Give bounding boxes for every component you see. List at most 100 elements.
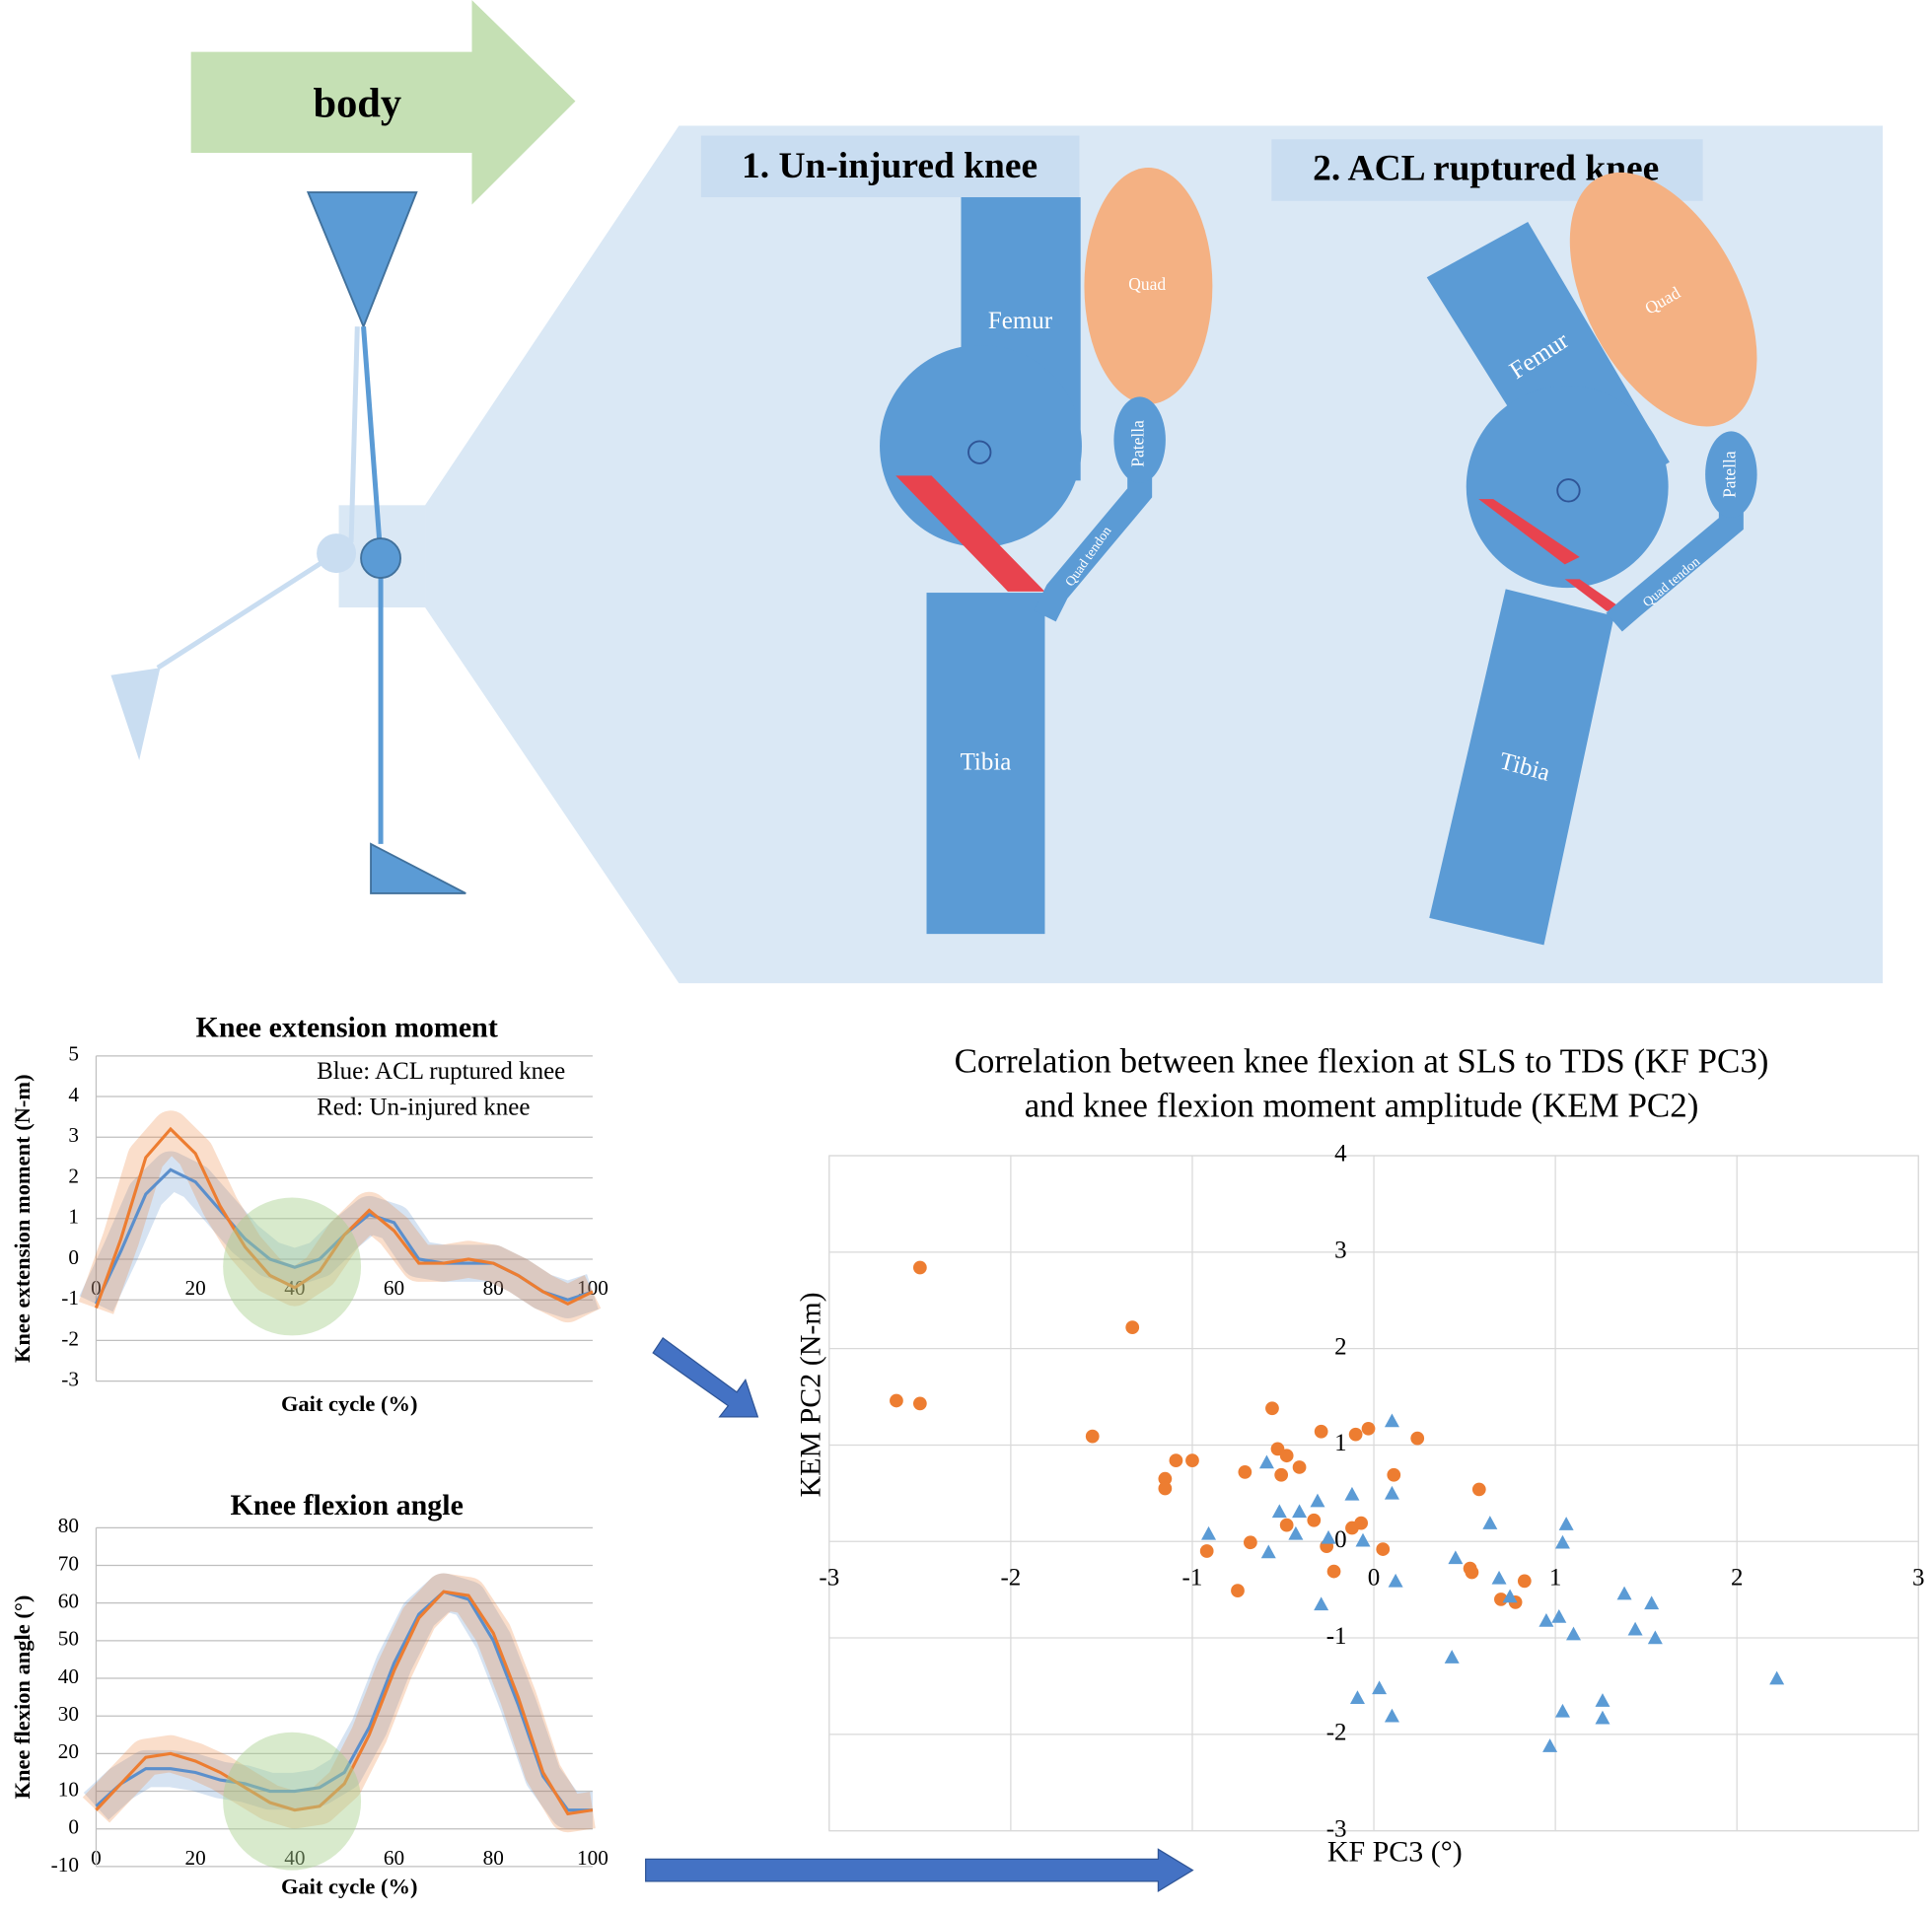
- highlight: [223, 1732, 362, 1871]
- point: [1644, 1595, 1660, 1610]
- y-tick-label: -1: [1326, 1623, 1347, 1650]
- arrow: [645, 1848, 1194, 1893]
- y-tick-label: -3: [61, 1368, 79, 1391]
- point: [1465, 1565, 1479, 1580]
- point: [1201, 1525, 1217, 1540]
- x-tick-label: -1: [1182, 1565, 1203, 1592]
- point: [1243, 1535, 1257, 1550]
- point: [1158, 1481, 1173, 1496]
- x-tick-label: 80: [483, 1846, 504, 1870]
- y-tick-label: 30: [58, 1702, 79, 1726]
- y-tick-label: 1: [68, 1205, 79, 1229]
- y-tick-label: -2: [1326, 1720, 1347, 1746]
- point: [912, 1396, 927, 1411]
- point: [1448, 1550, 1464, 1565]
- label-patella: Patella: [1128, 420, 1148, 467]
- y-tick-label: 3: [1334, 1238, 1346, 1264]
- y-tick-label: -3: [1326, 1815, 1347, 1842]
- chart-title: and knee flexion moment amplitude (KEM P…: [1025, 1087, 1699, 1125]
- point: [1314, 1424, 1328, 1439]
- point: [1554, 1703, 1570, 1718]
- point: [1384, 1485, 1399, 1500]
- x-tick-label: 100: [577, 1846, 608, 1870]
- point: [1199, 1544, 1214, 1558]
- y-tick-label: -1: [61, 1286, 79, 1309]
- point: [1279, 1518, 1294, 1532]
- point: [1627, 1621, 1643, 1636]
- label-femur: Femur: [988, 308, 1053, 334]
- y-tick-label: -10: [51, 1853, 79, 1876]
- point: [1558, 1517, 1574, 1530]
- point: [1494, 1592, 1508, 1606]
- point: [1260, 1544, 1276, 1559]
- y-tick-label: 1: [1334, 1430, 1346, 1456]
- y-tick-label: 10: [58, 1777, 79, 1801]
- point: [1271, 1504, 1287, 1519]
- y-tick-label: 2: [68, 1164, 79, 1187]
- y-axis-label: Knee flexion angle (°): [10, 1595, 35, 1800]
- point: [1410, 1431, 1425, 1446]
- y-axis-label: Knee extension moment (N-m): [10, 1074, 35, 1363]
- point: [1158, 1471, 1173, 1486]
- x-tick-label: 20: [185, 1846, 206, 1870]
- point: [1355, 1532, 1371, 1547]
- x-tick-label: 60: [384, 1846, 404, 1870]
- x-tick-label: 40: [284, 1846, 305, 1870]
- y-tick-label: 80: [58, 1514, 79, 1537]
- point: [1471, 1482, 1486, 1497]
- stick-figure: [110, 191, 466, 894]
- chart-title: Knee extension moment: [196, 1011, 498, 1043]
- point: [1231, 1584, 1245, 1598]
- point: [1169, 1453, 1183, 1467]
- x-tick-label: -3: [819, 1565, 839, 1592]
- y-tick-label: 50: [58, 1627, 79, 1651]
- point: [1554, 1534, 1570, 1549]
- point: [1491, 1570, 1507, 1585]
- label-patella: Patella: [1719, 451, 1739, 498]
- point: [1388, 1573, 1403, 1588]
- point: [1538, 1612, 1554, 1627]
- annotation: Red: Un-injured knee: [317, 1094, 530, 1120]
- point: [1372, 1680, 1388, 1695]
- point: [1326, 1564, 1341, 1579]
- body-label: body: [313, 81, 401, 127]
- point: [1566, 1626, 1582, 1641]
- y-tick-label: 40: [58, 1664, 79, 1688]
- point: [1279, 1449, 1294, 1463]
- point: [1502, 1589, 1518, 1603]
- point: [1542, 1738, 1558, 1752]
- point: [1258, 1454, 1274, 1469]
- x-tick-label: 80: [483, 1276, 504, 1300]
- point: [1517, 1574, 1532, 1589]
- series-line: [95, 1590, 594, 1816]
- point: [1444, 1650, 1460, 1663]
- highlight: [223, 1197, 362, 1336]
- point: [1595, 1710, 1610, 1725]
- point: [1647, 1630, 1663, 1645]
- y-tick-label: -2: [61, 1326, 79, 1350]
- series-line: [94, 1126, 594, 1309]
- point: [1125, 1320, 1140, 1334]
- point: [890, 1393, 903, 1408]
- point: [1361, 1421, 1376, 1436]
- point: [1595, 1693, 1610, 1707]
- y-tick-label: 3: [68, 1123, 79, 1147]
- y-tick-label: 5: [68, 1042, 79, 1066]
- point: [1482, 1516, 1498, 1529]
- arrow: [652, 1337, 759, 1418]
- chart-title: Knee flexion angle: [230, 1489, 463, 1522]
- point: [1314, 1596, 1329, 1611]
- point: [1085, 1429, 1100, 1444]
- point: [1349, 1690, 1365, 1704]
- x-tick-label: 0: [1368, 1565, 1380, 1592]
- annotation: Blue: ACL ruptured knee: [317, 1058, 565, 1085]
- y-axis-label: KEM PC2 (N-m): [794, 1292, 826, 1497]
- point: [1238, 1464, 1252, 1479]
- x-tick-label: -2: [1000, 1565, 1021, 1592]
- x-axis-label: Gait cycle (%): [281, 1391, 417, 1416]
- chart-title: Correlation between knee flexion at SLS …: [955, 1042, 1769, 1081]
- point: [1384, 1708, 1399, 1723]
- x-tick-label: 20: [185, 1276, 206, 1300]
- point: [912, 1260, 927, 1275]
